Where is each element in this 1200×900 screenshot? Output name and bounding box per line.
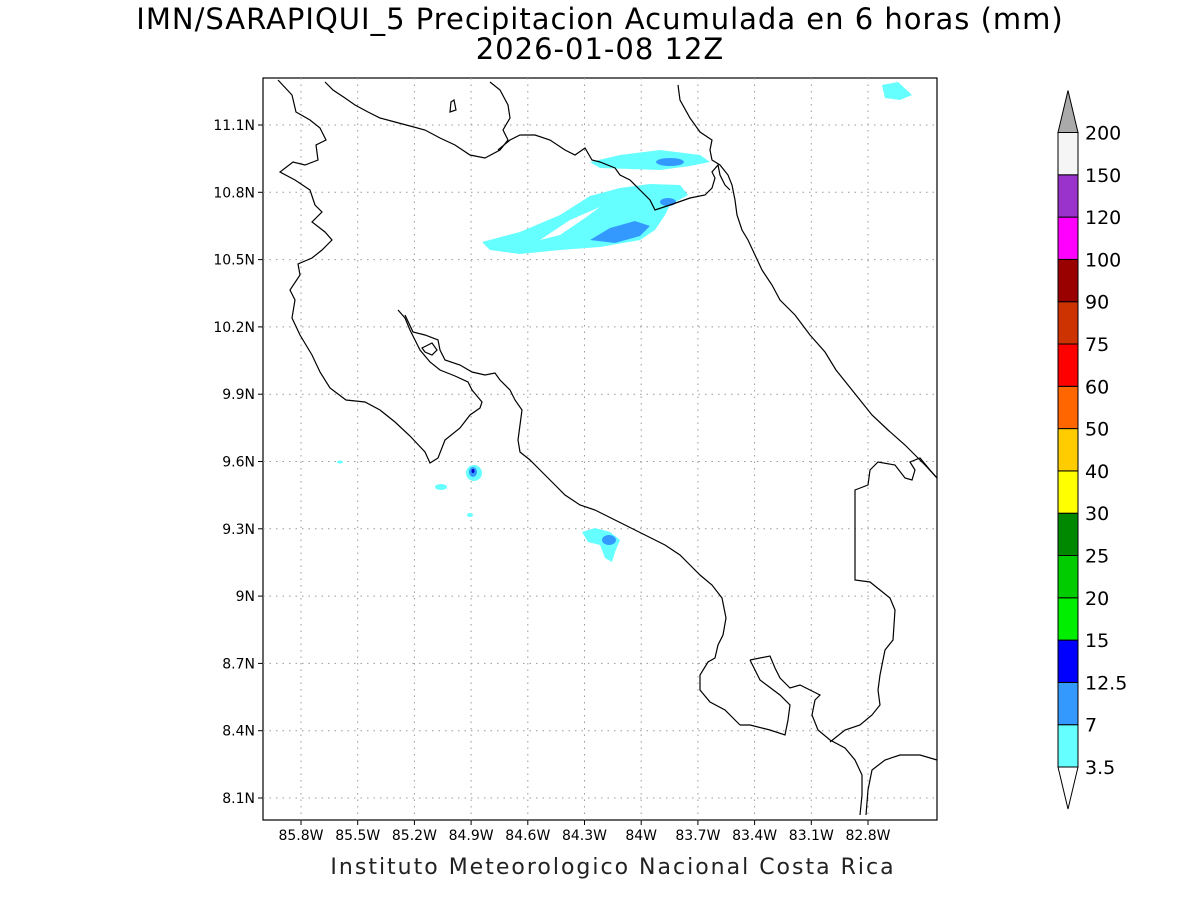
latitude-tick-label: 9N <box>236 589 255 605</box>
latitude-tick-label: 9.9N <box>222 387 255 403</box>
longitude-axis: 85.8W 85.5W 85.2W 84.9W 84.6W 84.3W 84W 83.7W 83… <box>278 828 890 844</box>
colorbar-swatch <box>1057 301 1079 345</box>
longitude-tick-label: 84.3W <box>562 828 607 844</box>
longitude-tick-label: 83.1W <box>789 828 834 844</box>
colorbar-swatch <box>1057 216 1079 260</box>
latitude-axis: 11.1N 10.8N 10.5N 10.2N 9.9N 9.6N 9.3N 9N 8.7N 8.… <box>213 118 255 807</box>
latitude-tick-label: 10.8N <box>213 185 255 201</box>
longitude-tick-label: 84W <box>625 828 657 844</box>
map-title: IMN/SARAPIQUI_5 Precipitacion Acumulada … <box>136 2 1064 36</box>
colorbar-label: 200 <box>1085 123 1121 145</box>
colorbar-label: 7 <box>1085 715 1097 737</box>
latitude-tick-label: 11.1N <box>213 118 255 134</box>
colorbar-swatch <box>1057 724 1079 768</box>
colorbar-swatch <box>1057 343 1079 387</box>
colorbar-label: 150 <box>1085 165 1121 187</box>
colorbar-label: 120 <box>1085 207 1121 229</box>
latitude-tick-label: 8.7N <box>222 656 255 672</box>
colorbar-label: 50 <box>1085 419 1109 441</box>
colorbar-label: 75 <box>1085 334 1109 356</box>
colorbar-label: 20 <box>1085 588 1109 610</box>
longitude-tick-label: 82.8W <box>845 828 890 844</box>
footer-credit: Instituto Meteorologico Nacional Costa R… <box>330 855 896 880</box>
colorbar-label: 3.5 <box>1085 757 1115 779</box>
colorbar-label: 40 <box>1085 461 1109 483</box>
longitude-tick-label: 85.2W <box>392 828 437 844</box>
colorbar-swatch <box>1057 385 1079 430</box>
precipitation-shading <box>337 82 912 562</box>
colorbar-label: 12.5 <box>1085 672 1127 694</box>
colorbar-swatch <box>1057 639 1079 683</box>
longitude-tick-label: 84.9W <box>449 828 494 844</box>
colorbar-label: 25 <box>1085 546 1109 568</box>
colorbar-upper-arrow <box>1057 90 1079 133</box>
colorbar-label: 30 <box>1085 503 1109 525</box>
colorbar-label: 100 <box>1085 249 1121 271</box>
longitude-tick-label: 83.7W <box>675 828 720 844</box>
colorbar-swatch <box>1057 681 1079 726</box>
longitude-tick-label: 84.6W <box>505 828 550 844</box>
colorbar-swatch <box>1057 132 1079 176</box>
colorbar-lower-arrow <box>1057 766 1079 810</box>
colorbar-swatch <box>1057 470 1079 514</box>
latitude-tick-label: 10.2N <box>213 320 255 336</box>
latitude-tick-label: 10.5N <box>213 253 255 269</box>
latitude-tick-label: 9.3N <box>222 522 255 538</box>
longitude-tick-label: 83.4W <box>732 828 777 844</box>
colorbar-swatch <box>1057 512 1079 557</box>
latitude-tick-label: 9.6N <box>222 455 255 471</box>
colorbar-swatch <box>1057 258 1079 303</box>
longitude-tick-label: 85.8W <box>278 828 323 844</box>
colorbar-label: 90 <box>1085 292 1109 314</box>
colorbar-label: 60 <box>1085 376 1109 398</box>
colorbar-swatch <box>1057 174 1079 218</box>
colorbar-swatch <box>1057 428 1079 472</box>
colorbar-swatch <box>1057 555 1079 599</box>
map-frame <box>262 77 938 821</box>
latitude-tick-label: 8.4N <box>222 724 255 740</box>
colorbar-swatch <box>1057 597 1079 641</box>
latitude-tick-label: 8.1N <box>222 791 255 807</box>
longitude-tick-label: 85.5W <box>335 828 380 844</box>
map-date: 2026-01-08 12Z <box>475 32 725 66</box>
colorbar: 3.5 7 12.5 15 20 25 30 40 50 60 75 90 100 120 150 200 <box>1057 90 1127 810</box>
coastlines <box>277 79 938 816</box>
colorbar-label: 15 <box>1085 630 1109 652</box>
